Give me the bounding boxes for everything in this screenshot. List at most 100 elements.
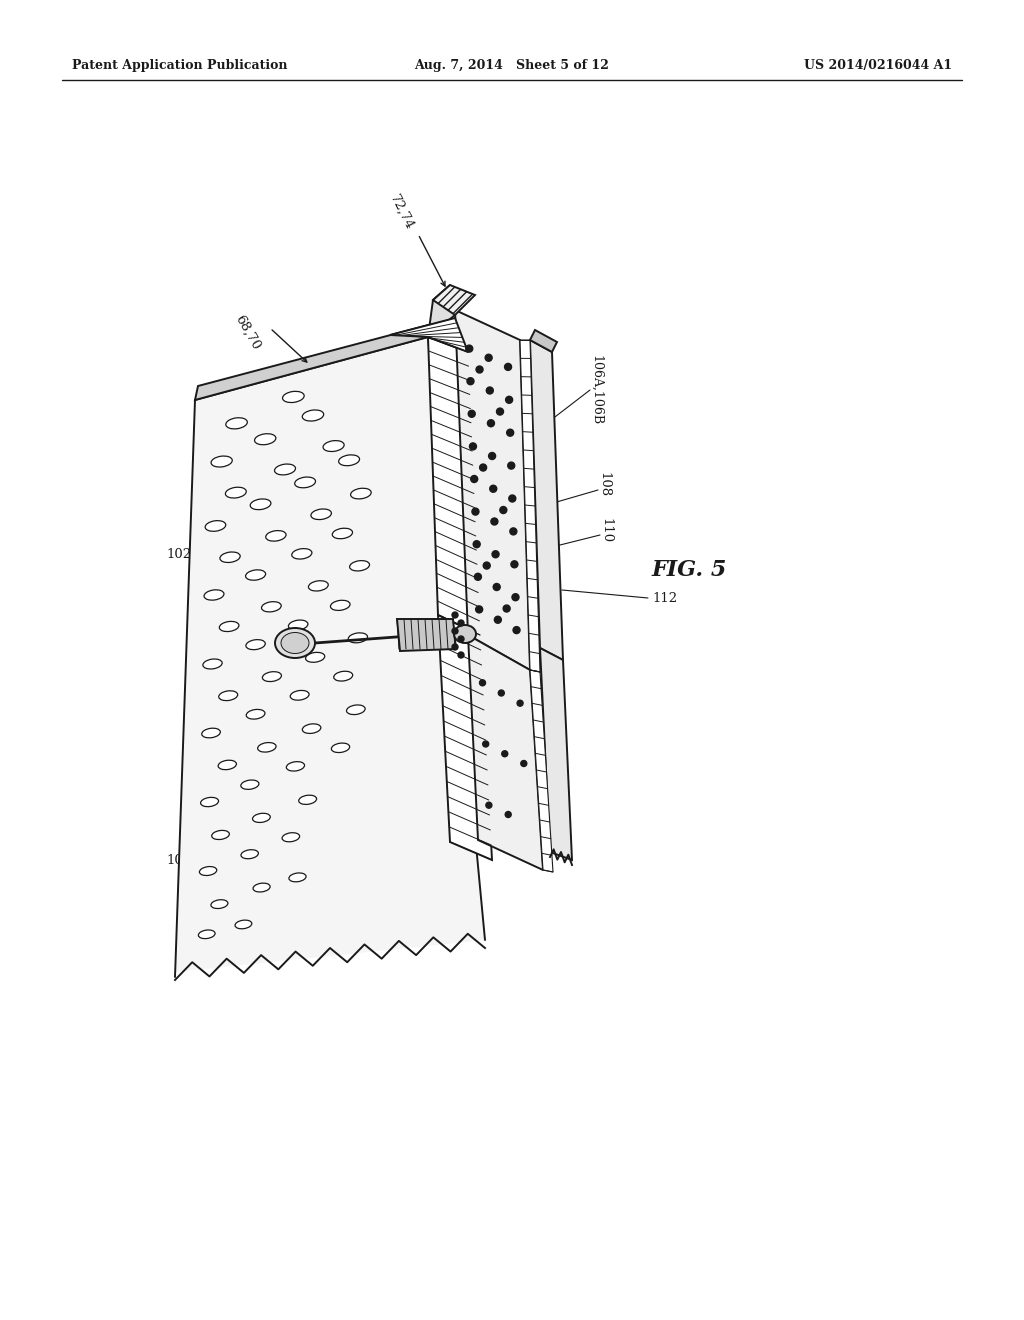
Circle shape	[472, 508, 479, 515]
Circle shape	[509, 495, 516, 502]
Text: 104: 104	[167, 854, 193, 866]
Circle shape	[513, 627, 520, 634]
Circle shape	[476, 366, 483, 374]
Text: 112: 112	[652, 591, 677, 605]
Polygon shape	[428, 285, 455, 337]
Ellipse shape	[346, 705, 366, 714]
Ellipse shape	[302, 723, 321, 734]
Ellipse shape	[290, 690, 309, 700]
Ellipse shape	[348, 632, 368, 643]
Circle shape	[482, 741, 488, 747]
Circle shape	[485, 354, 493, 362]
Circle shape	[487, 420, 495, 426]
Circle shape	[458, 620, 464, 626]
Ellipse shape	[289, 873, 306, 882]
Text: 106A,106B: 106A,106B	[590, 355, 602, 425]
Ellipse shape	[331, 601, 350, 610]
Circle shape	[506, 396, 513, 404]
Polygon shape	[438, 615, 492, 861]
Ellipse shape	[283, 391, 304, 403]
Ellipse shape	[205, 520, 225, 532]
Ellipse shape	[241, 850, 258, 859]
Polygon shape	[530, 671, 553, 873]
Polygon shape	[455, 310, 530, 671]
Ellipse shape	[219, 690, 238, 701]
Circle shape	[489, 486, 497, 492]
Ellipse shape	[274, 465, 296, 475]
Ellipse shape	[255, 434, 275, 445]
Text: Aug. 7, 2014   Sheet 5 of 12: Aug. 7, 2014 Sheet 5 of 12	[415, 58, 609, 71]
Circle shape	[505, 812, 511, 817]
Polygon shape	[530, 330, 557, 352]
Text: 68,70: 68,70	[232, 313, 262, 352]
Circle shape	[483, 562, 490, 569]
Ellipse shape	[202, 729, 220, 738]
Circle shape	[473, 541, 480, 548]
Circle shape	[502, 751, 508, 756]
Ellipse shape	[289, 620, 308, 630]
Text: 102: 102	[167, 549, 193, 561]
Ellipse shape	[454, 624, 476, 643]
Ellipse shape	[323, 441, 344, 451]
Polygon shape	[520, 341, 540, 672]
Circle shape	[458, 652, 464, 657]
Ellipse shape	[199, 931, 215, 939]
Ellipse shape	[302, 411, 324, 421]
Ellipse shape	[350, 488, 371, 499]
Ellipse shape	[275, 628, 315, 657]
Circle shape	[507, 429, 514, 436]
Circle shape	[479, 465, 486, 471]
Polygon shape	[540, 648, 572, 861]
Ellipse shape	[339, 455, 359, 466]
Ellipse shape	[246, 570, 265, 581]
Ellipse shape	[349, 561, 370, 572]
Ellipse shape	[253, 813, 270, 822]
Ellipse shape	[258, 743, 276, 752]
Ellipse shape	[218, 760, 237, 770]
Ellipse shape	[211, 900, 228, 908]
Circle shape	[495, 616, 502, 623]
Ellipse shape	[236, 920, 252, 929]
Circle shape	[467, 378, 474, 384]
Text: US 2014/0216044 A1: US 2014/0216044 A1	[804, 58, 952, 71]
Ellipse shape	[305, 652, 325, 663]
Ellipse shape	[299, 795, 316, 804]
Ellipse shape	[295, 477, 315, 488]
Text: FIG. 5: FIG. 5	[652, 558, 727, 581]
Ellipse shape	[219, 622, 239, 631]
Ellipse shape	[203, 659, 222, 669]
Circle shape	[479, 680, 485, 686]
Text: 72,74: 72,74	[387, 191, 416, 232]
Circle shape	[517, 700, 523, 706]
Circle shape	[452, 644, 458, 649]
Circle shape	[500, 507, 507, 513]
Ellipse shape	[241, 780, 259, 789]
Circle shape	[452, 628, 458, 634]
Ellipse shape	[281, 632, 309, 653]
Ellipse shape	[204, 590, 224, 601]
Ellipse shape	[246, 709, 265, 719]
Text: 108: 108	[597, 473, 610, 498]
Ellipse shape	[226, 417, 248, 429]
Circle shape	[488, 453, 496, 459]
Ellipse shape	[292, 549, 312, 560]
Ellipse shape	[253, 883, 270, 892]
Circle shape	[512, 594, 519, 601]
Ellipse shape	[334, 672, 352, 681]
Ellipse shape	[211, 455, 232, 467]
Polygon shape	[390, 318, 468, 352]
Polygon shape	[195, 323, 436, 400]
Polygon shape	[397, 619, 456, 651]
Circle shape	[493, 550, 499, 558]
Text: Patent Application Publication: Patent Application Publication	[72, 58, 288, 71]
Ellipse shape	[261, 602, 282, 612]
Circle shape	[468, 411, 475, 417]
Circle shape	[494, 583, 500, 590]
Polygon shape	[468, 635, 543, 870]
Circle shape	[497, 408, 504, 414]
Circle shape	[510, 528, 517, 535]
Circle shape	[474, 573, 481, 581]
Circle shape	[505, 363, 512, 371]
Ellipse shape	[308, 581, 329, 591]
Ellipse shape	[262, 672, 282, 681]
